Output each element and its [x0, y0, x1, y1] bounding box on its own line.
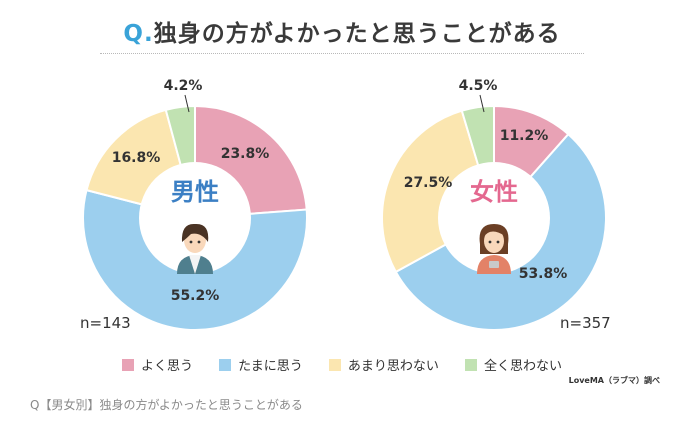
legend-label-mattaku: 全く思わない — [484, 359, 563, 374]
legend-label-amari: あまり思わない — [347, 359, 439, 374]
source-credit: LoveMA（ラブマ）調べ — [568, 376, 660, 385]
female-sample-size: n=357 — [560, 314, 611, 332]
male-sample-size: n=143 — [80, 314, 131, 332]
male-donut-chart: 23.8% 55.2% 16.8% 4.2% 男性 — [82, 78, 308, 331]
legend-label-yoku: よく思う — [140, 359, 193, 374]
female-pct-label-mattaku: 4.5% — [459, 78, 498, 94]
legend-swatch-tama — [219, 359, 232, 371]
legend-swatch-amari — [328, 359, 341, 371]
male-pct-label-yoku: 23.8% — [221, 146, 270, 162]
question-text: 独身の方がよかったと思うことがある — [153, 21, 561, 47]
male-title: 男性 — [171, 178, 219, 206]
question-marker: Q. — [123, 21, 154, 47]
female-pct-label-tama: 53.8% — [519, 266, 568, 282]
male-pct-label-amari: 16.8% — [112, 150, 161, 166]
legend: よく思う たまに思う あまり思わない 全く思わない — [0, 355, 684, 374]
female-donut-hole — [438, 162, 550, 274]
male-pct-label-mattaku: 4.2% — [164, 78, 203, 94]
legend-item-tama: たまに思う — [219, 355, 303, 374]
female-donut-chart: 11.2% 53.8% 27.5% 4.5% 女性 — [381, 78, 607, 331]
legend-swatch-yoku — [121, 359, 134, 371]
title-divider — [100, 53, 584, 54]
female-title: 女性 — [470, 178, 518, 206]
legend-item-yoku: よく思う — [121, 355, 193, 374]
legend-swatch-mattaku — [465, 359, 478, 371]
male-donut-hole — [139, 162, 251, 274]
female-leader-line — [479, 94, 485, 113]
female-avatar-icon — [477, 224, 511, 274]
male-avatar-icon — [177, 223, 213, 274]
legend-item-mattaku: 全く思わない — [465, 355, 562, 374]
legend-label-tama: たまに思う — [238, 359, 303, 374]
male-pct-label-tama: 55.2% — [171, 288, 220, 304]
female-pct-label-amari: 27.5% — [404, 175, 453, 191]
female-pct-label-yoku: 11.2% — [500, 128, 549, 144]
chart-title: Q.独身の方がよかったと思うことがある — [0, 14, 684, 48]
male-leader-line — [184, 94, 190, 113]
figure-caption: Q【男女別】独身の方がよかったと思うことがある — [30, 398, 303, 412]
legend-item-amari: あまり思わない — [328, 355, 439, 374]
